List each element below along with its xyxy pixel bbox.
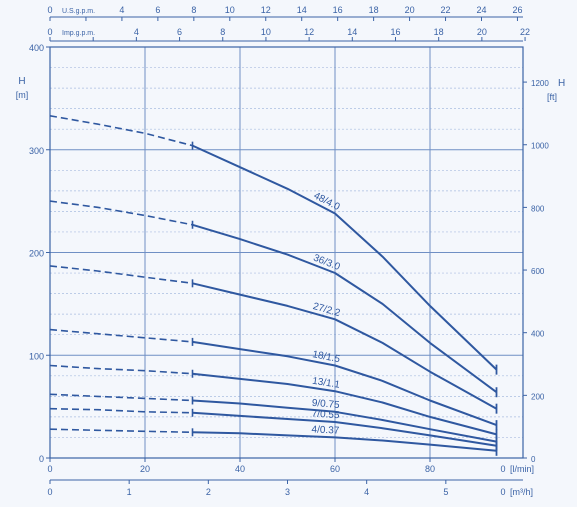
curve-dashed-13-1-1	[49, 364, 193, 375]
impgpm-tick-label: 14	[347, 27, 357, 37]
y-right-tick-label: 1000	[531, 142, 549, 151]
impgpm-tick-label: 6	[177, 27, 182, 37]
usgpm-tick-label: 18	[369, 5, 379, 15]
usgpm-tick-label: 14	[297, 5, 307, 15]
y-right-tick-label: 800	[531, 204, 545, 213]
curve-4-0-37	[192, 431, 497, 452]
curve-label: 18/1.5	[311, 349, 341, 365]
m3h-tick-label: 2	[206, 487, 211, 497]
curve-dashed-27-2-2	[49, 265, 193, 285]
m3h-tick-label: 0	[47, 487, 52, 497]
m3h-tick-label: 3	[285, 487, 290, 497]
m3h-end-label: 0	[500, 487, 505, 497]
x-tick-label: 20	[140, 464, 150, 474]
y-right-tick-label: 200	[531, 392, 545, 401]
y-right-tick-label: 0	[531, 455, 536, 464]
usgpm-tick-label: 24	[476, 5, 486, 15]
curve-9-0-75	[192, 399, 497, 443]
y-left-tick-label: 400	[29, 43, 44, 53]
curve-dashed-48-4-0	[49, 115, 193, 147]
m3h-tick-label: 5	[443, 487, 448, 497]
curve-7-0-55	[192, 411, 497, 447]
y-right-tick-label: 600	[531, 267, 545, 276]
curve-dashed-7-0-55	[49, 407, 193, 414]
usgpm-tick-label: 26	[512, 5, 522, 15]
impgpm-tick-label: 12	[304, 27, 314, 37]
y-left-axis-label: H	[18, 76, 25, 87]
usgpm-tick-label: 8	[191, 5, 196, 15]
x-axis-unit: [l/min]	[510, 464, 534, 474]
usgpm-tick-label: 12	[261, 5, 271, 15]
impgpm-tick-label: 22	[520, 27, 530, 37]
impgpm-tick-label: 18	[434, 27, 444, 37]
usgpm-tick-label: 0	[47, 5, 52, 15]
grid	[50, 46, 523, 458]
impgpm-axis-label: Imp.g.p.m.	[62, 30, 95, 37]
curve-18-1-5	[192, 340, 497, 427]
impgpm-tick-label: 20	[477, 27, 487, 37]
usgpm-tick-label: 4	[119, 5, 124, 15]
impgpm-tick-label: 4	[134, 27, 139, 37]
curve-label: 9/0.75	[311, 398, 340, 411]
curves	[49, 115, 498, 456]
impgpm-tick-label: 10	[261, 27, 271, 37]
m3h-tick-label: 1	[127, 487, 132, 497]
impgpm-tick-label: 0	[47, 27, 52, 37]
x-tick-label: 40	[235, 464, 245, 474]
curve-36-3-0	[192, 223, 498, 394]
x-tick-label: 80	[425, 464, 435, 474]
usgpm-tick-label: 6	[155, 5, 160, 15]
y-left-tick-label: 200	[29, 249, 44, 259]
curve-48-4-0	[192, 144, 498, 371]
m3h-axis-unit: [m³/h]	[510, 487, 533, 497]
x-end-label: 0	[500, 464, 505, 474]
curve-dashed-9-0-75	[49, 393, 193, 402]
x-tick-label: 60	[330, 464, 340, 474]
curve-label: 7/0.55	[311, 409, 340, 422]
curve-labels: 48/4.036/3.027/2.218/1.513/1.19/0.757/0.…	[311, 190, 342, 436]
y-right-axis-label: H	[558, 78, 565, 89]
m3h-tick-label: 4	[364, 487, 369, 497]
y-right-tick-label: 400	[531, 330, 545, 339]
y-left-tick-label: 0	[39, 454, 44, 464]
usgpm-tick-label: 20	[405, 5, 415, 15]
curve-27-2-2	[192, 282, 497, 410]
usgpm-tick-label: 22	[441, 5, 451, 15]
y-left-axis-unit: [m]	[16, 90, 29, 100]
curve-label: 4/0.37	[311, 424, 340, 436]
y-left-tick-label: 300	[29, 146, 44, 156]
usgpm-tick-label: 16	[333, 5, 343, 15]
usgpm-tick-label: 10	[225, 5, 235, 15]
y-right-axis-unit: [ft]	[547, 92, 557, 102]
curve-label: 13/1.1	[311, 376, 341, 391]
impgpm-tick-label: 8	[220, 27, 225, 37]
y-left-tick-label: 100	[29, 351, 44, 361]
curve-dashed-36-3-0	[49, 200, 193, 226]
curve-dashed-4-0-37	[49, 428, 193, 434]
usgpm-axis-label: U.S.g.p.m.	[62, 8, 95, 15]
y-right-tick-label: 1200	[531, 79, 549, 88]
x-tick-label: 0	[47, 464, 52, 474]
curve-dashed-18-1-5	[49, 328, 193, 343]
curve-13-1-1	[192, 372, 497, 436]
impgpm-tick-label: 16	[390, 27, 400, 37]
